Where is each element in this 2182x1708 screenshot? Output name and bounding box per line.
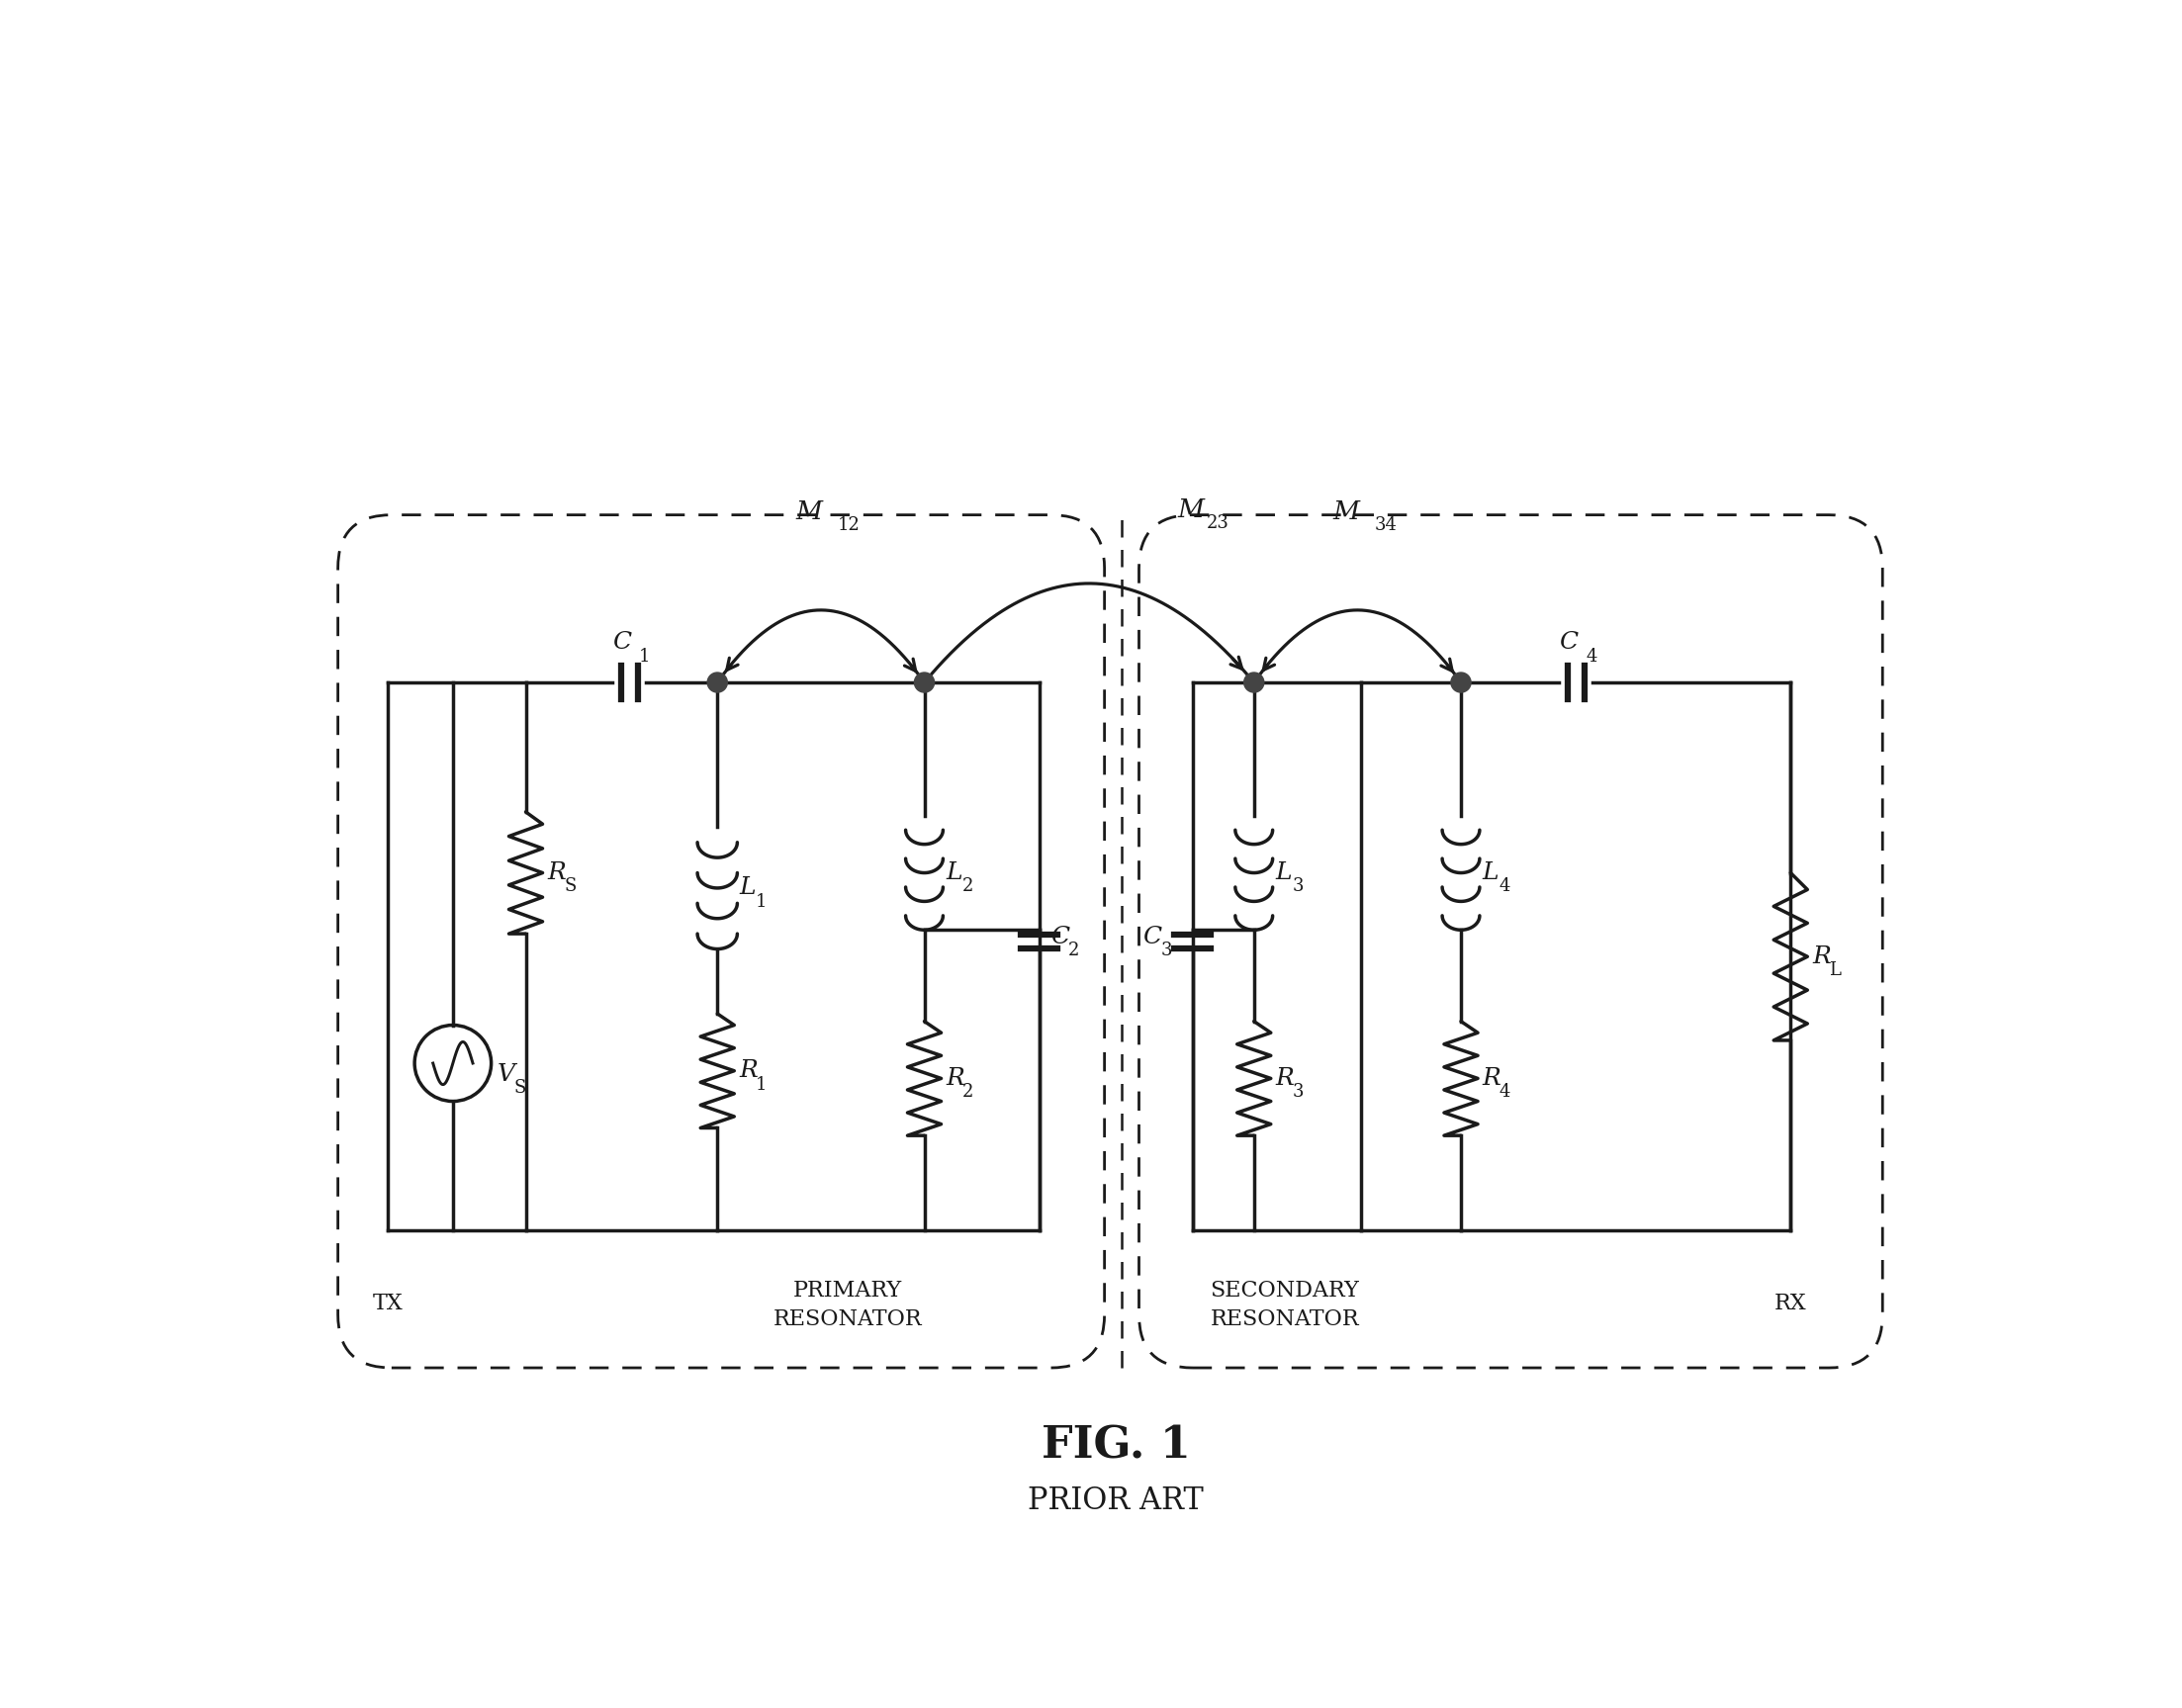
Text: 3: 3 <box>1292 1083 1303 1102</box>
Text: 2: 2 <box>962 1083 973 1102</box>
Text: 12: 12 <box>838 516 860 535</box>
Text: M: M <box>796 499 823 524</box>
Text: R: R <box>945 1068 964 1090</box>
Text: L: L <box>945 861 962 885</box>
Text: L: L <box>1829 962 1842 979</box>
Text: FIG. 1: FIG. 1 <box>1041 1424 1191 1467</box>
Text: 3: 3 <box>1292 878 1303 895</box>
Text: C: C <box>1143 926 1161 950</box>
Text: R: R <box>1811 945 1831 968</box>
Text: S: S <box>563 878 576 895</box>
Circle shape <box>1244 673 1263 692</box>
Text: R: R <box>548 861 565 885</box>
Text: 3: 3 <box>1161 941 1172 960</box>
Text: M: M <box>1178 497 1204 523</box>
Text: 23: 23 <box>1207 514 1228 533</box>
Circle shape <box>1451 673 1471 692</box>
Text: R: R <box>1482 1068 1501 1090</box>
Text: C: C <box>613 630 631 654</box>
Text: 2: 2 <box>1069 941 1080 960</box>
Text: 1: 1 <box>755 893 768 910</box>
Text: S: S <box>515 1079 526 1097</box>
Text: L: L <box>1276 861 1292 885</box>
Text: RX: RX <box>1774 1293 1807 1315</box>
Text: C: C <box>1052 926 1069 950</box>
Text: C: C <box>1558 630 1578 654</box>
Text: PRIOR ART: PRIOR ART <box>1028 1486 1204 1517</box>
Text: PRIMARY
RESONATOR: PRIMARY RESONATOR <box>772 1279 923 1331</box>
Text: L: L <box>740 876 755 900</box>
Text: TX: TX <box>373 1293 404 1315</box>
Text: L: L <box>1482 861 1499 885</box>
Text: SECONDARY
RESONATOR: SECONDARY RESONATOR <box>1211 1279 1359 1331</box>
Text: R: R <box>740 1059 757 1083</box>
Text: V: V <box>497 1064 515 1086</box>
Text: 34: 34 <box>1375 516 1396 535</box>
Text: 4: 4 <box>1499 878 1510 895</box>
Text: 1: 1 <box>755 1076 768 1093</box>
Text: R: R <box>1276 1068 1294 1090</box>
Circle shape <box>707 673 727 692</box>
Text: 4: 4 <box>1499 1083 1510 1102</box>
Text: M: M <box>1333 499 1359 524</box>
Text: 1: 1 <box>639 647 650 666</box>
Text: 4: 4 <box>1586 647 1597 666</box>
Circle shape <box>914 673 934 692</box>
Text: 2: 2 <box>962 878 973 895</box>
